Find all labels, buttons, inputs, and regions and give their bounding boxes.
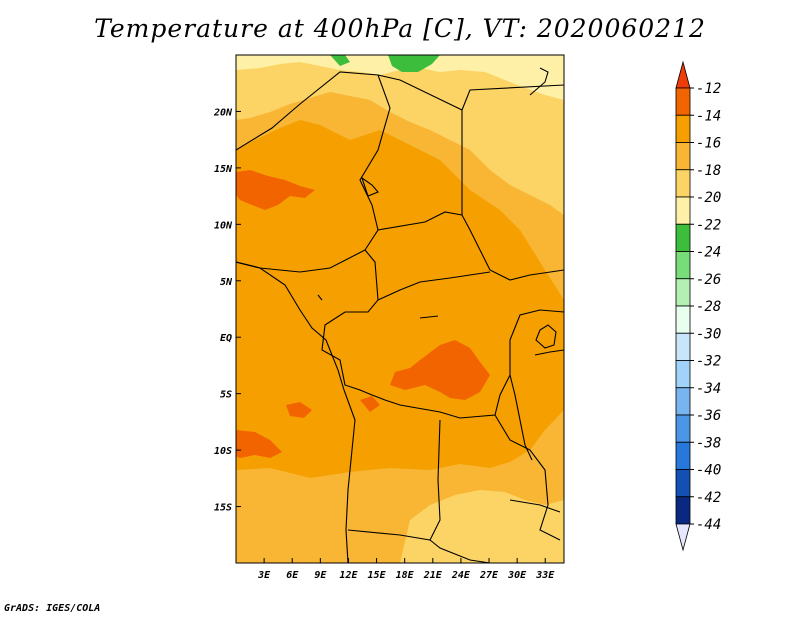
border-path-3 <box>461 84 564 111</box>
border-path-9 <box>429 539 491 563</box>
colorbar-segment <box>675 196 691 225</box>
lat-tick-label: 15S <box>214 503 232 514</box>
field-warm-patch-congo <box>390 340 490 400</box>
colorbar-top-arrow <box>675 60 691 89</box>
lon-tick-label: 27E <box>479 570 499 581</box>
colorbar: -12 -14 -16 -18 -20 -22 -24 -26 -28 -30 -32 -34 -36 -… <box>675 60 721 552</box>
field-warm-patch-west-africa <box>236 170 315 210</box>
colorbar-level-label: -28 <box>696 299 721 315</box>
colorbar-level-label: -32 <box>696 354 721 370</box>
temperature-field <box>236 55 564 563</box>
border-path-8 <box>347 419 441 541</box>
colorbar-level-label: -18 <box>696 163 721 179</box>
border-path-13 <box>419 315 439 319</box>
lon-tick-label: 30E <box>507 570 527 581</box>
country-borders <box>236 67 564 563</box>
colorbar-level-label: -20 <box>696 190 721 206</box>
border-path-6 <box>377 271 491 301</box>
field-warm-patch-angola-coast <box>236 430 282 458</box>
lon-tick-label: 12E <box>339 570 358 581</box>
plot-frame <box>235 54 565 564</box>
colorbar-level-label: -22 <box>696 217 721 233</box>
colorbar-segment <box>675 87 691 116</box>
colorbar-segment <box>675 414 691 443</box>
colorbar-segment <box>675 169 691 198</box>
lon-tick-label: 33E <box>535 570 555 581</box>
colorbar-segment <box>675 441 691 470</box>
colorbar-level-label: -44 <box>696 517 721 533</box>
lat-tick-label: 5S <box>220 390 232 401</box>
coastline-red-sea <box>529 67 549 96</box>
field-region-20-18-north <box>236 55 564 215</box>
colorbar-segment <box>675 251 691 280</box>
lon-tick-label: 24E <box>451 570 471 581</box>
border-path-12 <box>509 499 561 513</box>
grads-credit: GrADS: IGES/COLA <box>4 603 101 614</box>
lat-tick-label: 15N <box>214 164 233 175</box>
lon-tick-label: 6E <box>286 570 299 581</box>
lon-tick-label: 3E <box>257 570 271 581</box>
border-path-1 <box>236 71 391 273</box>
colorbar-bottom-arrow <box>675 523 691 552</box>
lake-chad <box>360 176 379 197</box>
field-region-24-22-west <box>330 55 350 66</box>
latitude-axis: 20N 15N 10N 5N EQ 5S 10S 15S <box>213 107 241 514</box>
lake-victoria <box>535 324 557 349</box>
colorbar-level-label: -14 <box>696 108 721 124</box>
lat-tick-label: 10N <box>214 220 233 231</box>
colorbar-segment <box>675 305 691 334</box>
lon-tick-label: 15E <box>368 570 387 581</box>
colorbar-segment <box>675 114 691 143</box>
colorbar-level-label: -12 <box>696 81 721 97</box>
colorbar-segment <box>675 496 691 525</box>
colorbar-level-label: -40 <box>696 463 721 479</box>
colorbar-segment <box>675 469 691 498</box>
field-region-24-22-east <box>388 55 440 72</box>
colorbar-level-label: -26 <box>696 272 721 288</box>
colorbar-level-label: -16 <box>696 136 721 152</box>
colorbar-level-label: -34 <box>696 381 721 397</box>
border-path-4 <box>461 214 564 281</box>
colorbar-segment <box>675 142 691 171</box>
field-region-22-20-north <box>236 55 564 100</box>
border-path-7 <box>509 309 564 375</box>
colorbar-level-label: -36 <box>696 408 721 424</box>
lon-tick-label: 21E <box>423 570 443 581</box>
field-warm-patch-small <box>360 396 380 412</box>
colorbar-level-label: -24 <box>696 245 721 261</box>
lon-tick-label: 18E <box>396 570 415 581</box>
chart-title: Temperature at 400hPa [C], VT: 202006021… <box>94 14 706 43</box>
lake-tanganyika <box>509 374 533 461</box>
island-1 <box>317 294 323 301</box>
colorbar-segment <box>675 332 691 361</box>
colorbar-segment <box>675 387 691 416</box>
coastline-west <box>236 261 356 563</box>
colorbar-segment <box>675 360 691 389</box>
colorbar-segment <box>675 278 691 307</box>
lon-tick-label: 9E <box>314 570 327 581</box>
border-path-10 <box>494 414 561 541</box>
lat-tick-label: 20N <box>213 107 233 118</box>
lat-tick-label: 5N <box>220 277 233 288</box>
border-path-11 <box>534 349 564 356</box>
colorbar-segment <box>675 223 691 252</box>
colorbar-level-label: -42 <box>696 490 721 506</box>
colorbar-level-label: -30 <box>696 326 721 342</box>
lat-tick-label: EQ <box>220 333 232 344</box>
colorbar-level-label: -38 <box>696 435 721 451</box>
lat-tick-label: 10S <box>214 446 232 457</box>
field-region-20-18-south <box>400 490 564 563</box>
field-warm-patch-atlantic <box>286 402 312 418</box>
longitude-axis: 3E 6E 9E 12E 15E 18E 21E 24E 27E 30E 33E <box>257 558 555 581</box>
border-path-5 <box>321 249 511 419</box>
